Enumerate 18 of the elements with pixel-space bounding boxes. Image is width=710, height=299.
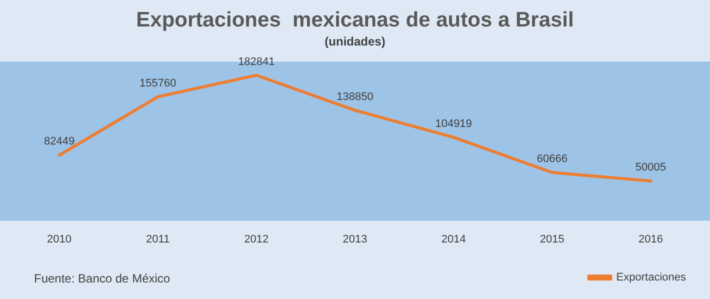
data-label: 182841 [238,56,275,68]
x-tick-label: 2011 [146,233,170,246]
source-note: Fuente: Banco de México [34,271,170,286]
x-tick-label: 2013 [342,233,368,246]
chart-subtitle: (unidades) [324,34,386,49]
x-tick-label: 2016 [638,233,663,246]
x-tick-label: 2015 [540,233,564,246]
data-label: 155760 [140,77,176,90]
data-label: 82449 [44,136,75,148]
chart-title: Exportaciones mexicanas de autos a Brasil [136,8,574,32]
data-label: 50005 [635,162,666,174]
data-label: 60666 [536,153,568,166]
data-label: 138850 [336,90,374,103]
x-tick-label: 2012 [244,233,269,246]
x-tick-label: 2010 [47,233,72,246]
legend-label: Exportaciones [616,272,686,284]
data-label: 104919 [435,118,472,130]
x-tick-label: 2014 [441,233,466,246]
